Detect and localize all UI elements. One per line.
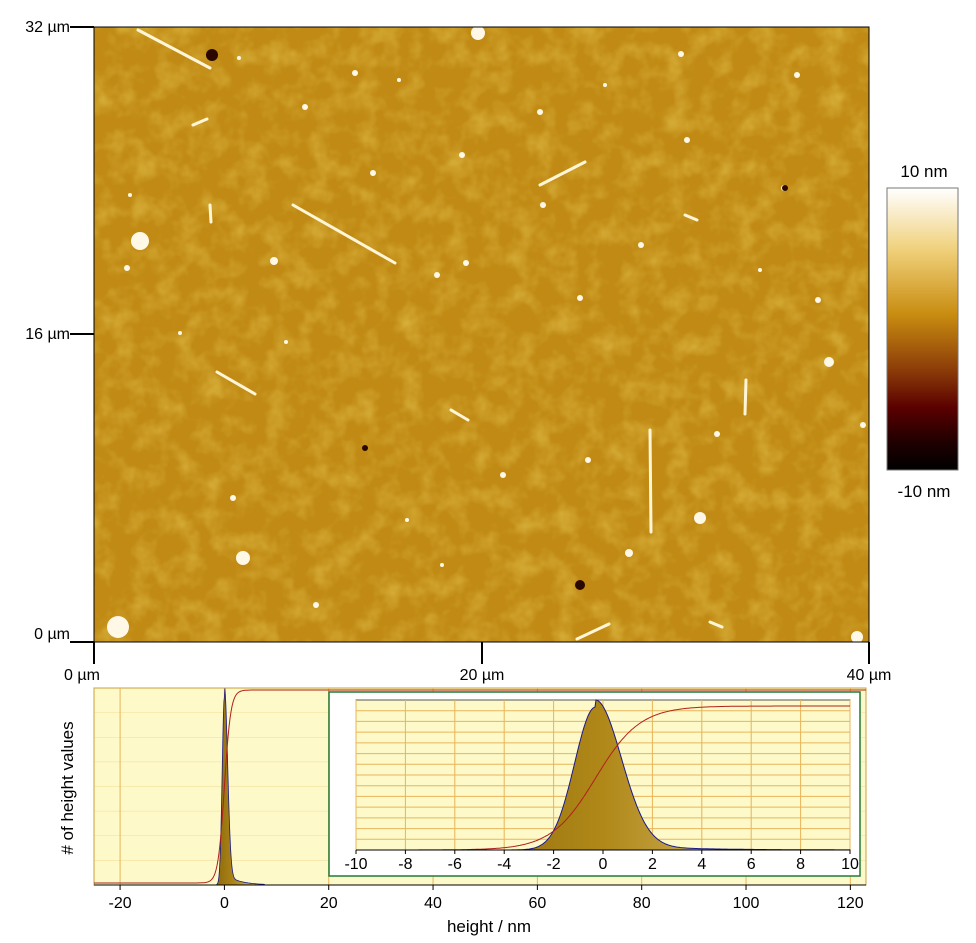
histogram-x-tick-label: -20 [109, 895, 132, 912]
inset-x-tick-label: -2 [546, 856, 560, 873]
surface-particle [440, 563, 444, 567]
histogram-x-tick-label: 100 [733, 895, 760, 912]
nanorod [291, 203, 397, 265]
nanorod [208, 203, 213, 224]
surface-particle [236, 551, 250, 565]
histogram-x-axis-label: height / nm [447, 917, 531, 936]
surface-particle [684, 137, 690, 143]
map-speckles [94, 27, 869, 642]
nanorod [538, 160, 587, 187]
surface-particle [714, 431, 720, 437]
colorbar-min-label: -10 nm [898, 482, 951, 501]
surface-pit [782, 185, 788, 191]
surface-particle [500, 472, 506, 478]
surface-particle [405, 518, 409, 522]
surface-particle [625, 549, 633, 557]
inset-x-tick-label: 2 [648, 856, 657, 873]
surface-particle [124, 265, 130, 271]
surface-particle [313, 602, 319, 608]
surface-particle [794, 72, 800, 78]
surface-particle [758, 268, 762, 272]
colorbar-max-label: 10 nm [900, 162, 947, 181]
surface-particle [434, 272, 440, 278]
surface-particle [397, 78, 401, 82]
map-features [107, 27, 866, 642]
histogram-x-tick-label: 60 [528, 895, 546, 912]
surface-particle [577, 295, 583, 301]
surface-particle [603, 83, 607, 87]
colorbar: 10 nm -10 nm [886, 162, 959, 501]
surface-particle [585, 457, 591, 463]
surface-particle [237, 56, 241, 60]
surface-particle [352, 70, 358, 76]
surface-pit [575, 580, 585, 590]
surface-particle [302, 104, 308, 110]
surface-particle [678, 51, 684, 57]
nanorod [215, 370, 257, 396]
nanorod [575, 622, 611, 641]
nanorod [449, 408, 470, 422]
map-x-label-40: 40 µm [847, 667, 892, 684]
histogram-x-tick-label: 20 [320, 895, 338, 912]
histogram-inset: -10 -8 -6 -4 -2 0 2 4 6 8 10 [328, 691, 861, 877]
surface-particle [131, 232, 149, 250]
inset-x-tick-label: -10 [344, 856, 367, 873]
surface-particle [230, 495, 236, 501]
histogram-x-tick-label: 40 [424, 895, 442, 912]
surface-pit [362, 445, 368, 451]
nanorod [136, 28, 212, 70]
inset-x-tick-label: 8 [796, 856, 805, 873]
map-y-label-0: 0 µm [34, 626, 70, 643]
surface-particle [638, 242, 644, 248]
inset-x-tick-label: -8 [398, 856, 412, 873]
nanorod [708, 620, 724, 629]
surface-particle [471, 27, 485, 40]
inset-x-ticks: -10 -8 -6 -4 -2 0 2 4 6 8 10 [344, 850, 859, 873]
inset-x-tick-label: 10 [841, 856, 859, 873]
map-x-label-0: 0 µm [64, 667, 100, 684]
map-y-label-16: 16 µm [25, 326, 70, 343]
surface-particle [694, 512, 706, 524]
nanorod [648, 428, 653, 534]
map-axes: 32 µm 16 µm 0 µm 0 µm 20 µm 40 µm [25, 19, 891, 684]
inset-x-tick-label: 6 [747, 856, 756, 873]
map-y-label-32: 32 µm [25, 19, 70, 36]
inset-x-tick-label: -4 [497, 856, 511, 873]
surface-particle [824, 357, 834, 367]
surface-particle [370, 170, 376, 176]
surface-particle [107, 616, 129, 638]
height-map [94, 27, 869, 642]
surface-particle [537, 109, 543, 115]
surface-particle [178, 331, 182, 335]
surface-particle [463, 260, 469, 266]
inset-x-tick-label: 0 [599, 856, 608, 873]
surface-pit [206, 49, 218, 61]
inset-x-tick-label: 4 [697, 856, 706, 873]
surface-particle [284, 340, 288, 344]
nanorod [743, 378, 748, 416]
cumulative-curve [94, 689, 866, 884]
surface-particle [128, 193, 132, 197]
inset-x-tick-label: -6 [448, 856, 462, 873]
histogram-x-ticks: -20 0 20 40 60 80 100 120 [109, 885, 864, 912]
nanorod [683, 213, 699, 222]
histogram-x-tick-label: 120 [837, 895, 864, 912]
histogram-y-axis-label: # of height values [58, 721, 77, 854]
surface-particle [851, 631, 863, 642]
surface-particle [459, 152, 465, 158]
nanorod [191, 117, 209, 127]
colorbar-gradient [886, 187, 959, 471]
map-x-label-20: 20 µm [460, 667, 505, 684]
surface-particle [270, 257, 278, 265]
histogram-x-tick-label: 0 [220, 895, 229, 912]
surface-particle [860, 422, 866, 428]
surface-particle [815, 297, 821, 303]
histogram-x-tick-label: 80 [633, 895, 651, 912]
surface-particle [540, 202, 546, 208]
